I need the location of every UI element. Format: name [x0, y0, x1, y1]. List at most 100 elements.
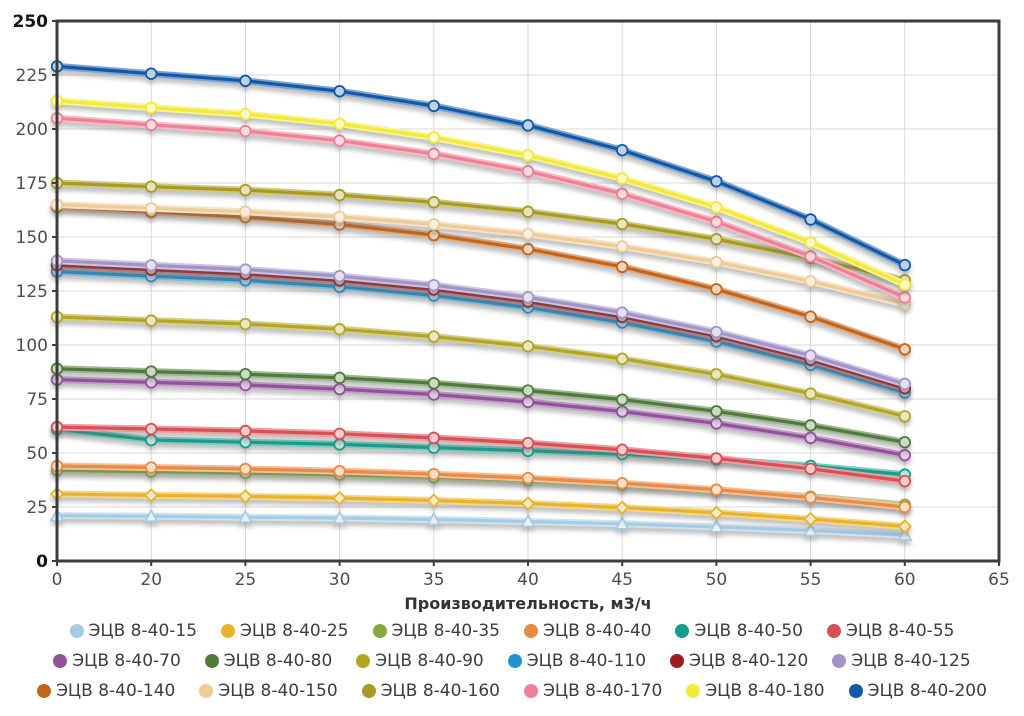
data-point[interactable]	[239, 124, 252, 138]
legend-item[interactable]: ЭЦВ 8-40-125	[832, 651, 971, 671]
data-point[interactable]	[616, 443, 629, 456]
data-point[interactable]	[520, 496, 536, 511]
data-point[interactable]	[710, 368, 723, 381]
data-point[interactable]	[898, 291, 912, 304]
data-point[interactable]	[898, 448, 912, 462]
data-point[interactable]	[144, 259, 158, 272]
data-point[interactable]	[708, 518, 724, 533]
data-point[interactable]	[614, 500, 630, 515]
data-point[interactable]	[239, 263, 252, 276]
data-point[interactable]	[333, 464, 346, 478]
data-point[interactable]	[710, 200, 723, 214]
data-point[interactable]	[710, 283, 723, 296]
legend-item[interactable]: ЭЦВ 8-40-25	[221, 621, 349, 641]
data-point[interactable]	[144, 67, 158, 80]
series-line[interactable]	[55, 203, 907, 306]
data-point[interactable]	[333, 438, 346, 451]
data-point[interactable]	[804, 491, 817, 504]
legend-item[interactable]: ЭЦВ 8-40-160	[361, 681, 500, 701]
data-point[interactable]	[897, 519, 913, 534]
data-point[interactable]	[333, 84, 346, 98]
legend-item[interactable]: ЭЦВ 8-40-110	[507, 651, 646, 671]
data-point[interactable]	[804, 387, 817, 400]
data-point[interactable]	[616, 352, 629, 366]
data-point[interactable]	[521, 340, 535, 353]
data-point[interactable]	[616, 143, 629, 157]
data-point[interactable]	[710, 417, 723, 430]
data-point[interactable]	[333, 269, 346, 283]
legend-item[interactable]: ЭЦВ 8-40-150	[199, 681, 338, 701]
data-point[interactable]	[427, 467, 441, 481]
series-line[interactable]	[55, 205, 907, 351]
data-point[interactable]	[616, 172, 629, 185]
data-point[interactable]	[427, 218, 441, 231]
legend-item[interactable]: ЭЦВ 8-40-120	[670, 651, 808, 671]
legend-item[interactable]: ЭЦВ 8-40-40	[524, 621, 651, 641]
data-point[interactable]	[521, 227, 535, 241]
series-line[interactable]	[55, 270, 907, 395]
data-point[interactable]	[521, 119, 535, 132]
data-point[interactable]	[239, 205, 252, 218]
data-point[interactable]	[520, 513, 536, 528]
data-point[interactable]	[898, 436, 912, 449]
data-point[interactable]	[239, 317, 252, 331]
legend-item[interactable]: ЭЦВ 8-40-200	[848, 681, 987, 701]
data-point[interactable]	[898, 258, 912, 272]
legend-item[interactable]: ЭЦВ 8-40-50	[675, 621, 803, 641]
data-point[interactable]	[709, 505, 724, 521]
data-point[interactable]	[710, 255, 723, 269]
data-point[interactable]	[521, 436, 535, 450]
data-point[interactable]	[616, 405, 629, 418]
series-line[interactable]	[55, 181, 907, 282]
series-line[interactable]	[55, 378, 907, 457]
series-line[interactable]	[55, 259, 907, 386]
data-point[interactable]	[521, 384, 535, 397]
data-point[interactable]	[333, 117, 346, 131]
data-point[interactable]	[237, 509, 253, 524]
data-point[interactable]	[143, 508, 159, 523]
data-point[interactable]	[427, 99, 441, 113]
data-point[interactable]	[804, 462, 817, 475]
data-point[interactable]	[898, 410, 912, 423]
data-point[interactable]	[804, 431, 817, 445]
series-line[interactable]	[55, 492, 907, 528]
data-point[interactable]	[521, 165, 535, 178]
data-point[interactable]	[144, 101, 158, 114]
data-point[interactable]	[521, 291, 535, 304]
data-point[interactable]	[333, 371, 346, 385]
data-point[interactable]	[427, 278, 441, 292]
data-point[interactable]	[521, 149, 535, 162]
legend-item[interactable]: ЭЦВ 8-40-15	[69, 621, 197, 641]
data-point[interactable]	[710, 325, 723, 339]
data-point[interactable]	[616, 187, 629, 201]
data-point[interactable]	[803, 522, 819, 537]
data-point[interactable]	[333, 134, 346, 147]
data-point[interactable]	[239, 183, 252, 197]
data-point[interactable]	[427, 431, 441, 445]
data-point[interactable]	[333, 188, 346, 202]
data-point[interactable]	[144, 118, 158, 132]
data-point[interactable]	[144, 422, 158, 436]
data-point[interactable]	[333, 323, 346, 336]
data-point[interactable]	[898, 474, 912, 488]
legend-item[interactable]: ЭЦВ 8-40-180	[686, 681, 825, 701]
series-line[interactable]	[55, 464, 907, 509]
series-line[interactable]	[55, 514, 907, 537]
data-point[interactable]	[521, 471, 535, 485]
data-point[interactable]	[898, 343, 912, 356]
series-line[interactable]	[55, 367, 907, 444]
data-point[interactable]	[144, 180, 158, 193]
legend-item[interactable]: ЭЦВ 8-40-170	[524, 681, 662, 701]
data-point[interactable]	[710, 232, 723, 246]
data-point[interactable]	[521, 205, 535, 218]
series-line[interactable]	[55, 116, 907, 300]
data-point[interactable]	[332, 510, 348, 524]
data-point[interactable]	[332, 490, 347, 506]
data-point[interactable]	[333, 382, 346, 396]
series-line[interactable]	[55, 425, 907, 483]
data-point[interactable]	[803, 511, 818, 527]
data-point[interactable]	[804, 250, 817, 263]
series-line[interactable]	[55, 263, 907, 390]
data-point[interactable]	[898, 377, 912, 391]
data-point[interactable]	[616, 393, 629, 406]
